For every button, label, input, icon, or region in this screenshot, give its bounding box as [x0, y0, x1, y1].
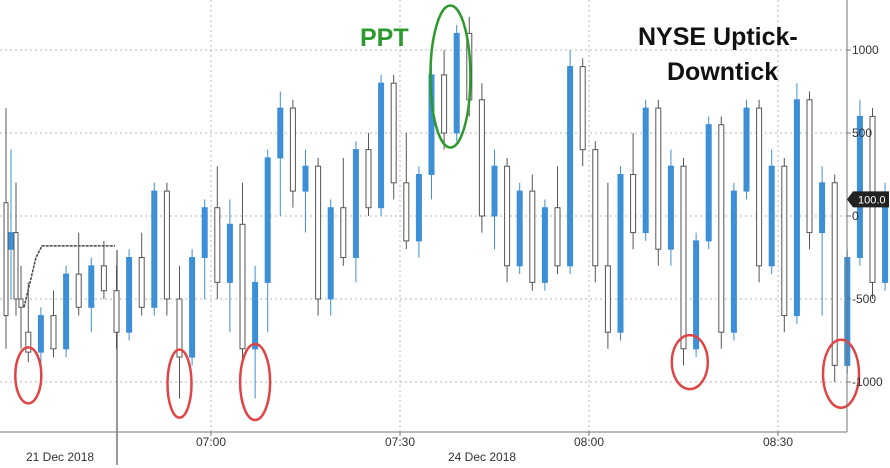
candle-body-9 [138, 257, 145, 308]
candle-body-13 [189, 257, 196, 358]
last-value-badge: 100.0 [847, 191, 889, 208]
candle-body-48 [630, 174, 637, 234]
candle-body-11 [163, 190, 170, 300]
candle-body-50 [655, 107, 662, 250]
chart-title-line-2: Downtick [667, 58, 778, 86]
day1-session-layer [3, 108, 115, 349]
candle-body-44 [579, 66, 586, 151]
highlight-circle-3 [670, 333, 710, 391]
candle-body-30 [403, 182, 410, 242]
candle-body-27 [365, 149, 372, 209]
candle-body-57 [743, 107, 750, 192]
candle-body-59 [768, 165, 775, 267]
candle-body-56 [730, 190, 737, 333]
highlight-circle-4 [821, 338, 861, 409]
candle-body-45 [592, 149, 599, 267]
y-tick-label-0: 1000 [852, 43, 879, 57]
candle-body-7 [113, 290, 120, 333]
candle-body-40 [529, 190, 536, 283]
day1-body-0 [3, 202, 9, 317]
candle-body-33 [441, 74, 448, 134]
candle-body-53 [693, 240, 700, 350]
candle-body-24 [327, 207, 334, 300]
candle-body-52 [680, 165, 687, 350]
last-value-badge-shape [847, 191, 889, 208]
highlight-circles [14, 4, 861, 422]
candle-body-41 [541, 207, 548, 283]
candle-body-25 [340, 207, 347, 258]
candle-body-23 [315, 165, 322, 300]
candle-body-54 [705, 124, 712, 242]
candle-body-49 [642, 107, 649, 234]
date-label-21-dec: 21 Dec 2018 [26, 450, 94, 464]
candle-body-51 [667, 165, 674, 250]
candle-body-31 [415, 174, 422, 242]
day1-body-1 [8, 232, 14, 250]
y-tick-label-3: -500 [852, 292, 876, 306]
candle-body-1 [37, 315, 44, 353]
x-tick-label-2: 08:00 [574, 435, 604, 449]
candle-body-36 [478, 99, 485, 217]
candle-body-21 [289, 107, 296, 192]
y-tick-label-1: 500 [852, 126, 872, 140]
candle-body-34 [453, 32, 460, 134]
candle-body-62 [806, 99, 813, 234]
candle-body-18 [252, 281, 259, 350]
x-tick-label-1: 07:30 [385, 435, 415, 449]
candle-body-17 [239, 223, 246, 350]
candle-body-0 [25, 331, 32, 353]
date-label-24-dec: 24 Dec 2018 [448, 450, 516, 464]
candle-body-47 [617, 174, 624, 333]
highlight-circle-1 [166, 348, 193, 419]
candle-body-58 [756, 107, 763, 267]
x-tick-label-0: 07:00 [196, 435, 226, 449]
highlight-circle-2 [238, 342, 272, 422]
candle-body-38 [504, 165, 511, 267]
candle-body-63 [819, 182, 826, 234]
day1-body-3 [18, 298, 24, 308]
candle-body-16 [226, 223, 233, 283]
candle-body-64 [831, 182, 838, 366]
y-tick-label-4: -1000 [852, 375, 883, 389]
candle-body-20 [277, 107, 284, 159]
candle-body-8 [126, 257, 133, 333]
candle-body-22 [302, 165, 309, 192]
x-tick-label-3: 08:30 [763, 435, 793, 449]
candle-body-19 [264, 157, 271, 283]
y-tick-label-2: 0 [852, 209, 859, 223]
candle-body-12 [176, 298, 183, 358]
candle-body-29 [390, 82, 397, 184]
day1-body-2 [13, 232, 19, 300]
ppt-annotation: PPT [360, 24, 409, 52]
highlight-circle-7 [429, 4, 472, 149]
candle-body-61 [793, 99, 800, 317]
candle-body-10 [151, 190, 158, 308]
candle-body-68 [882, 198, 889, 283]
candle-body-43 [567, 66, 574, 267]
candle-body-14 [201, 207, 208, 258]
last-value-label: 100.0 [858, 194, 886, 206]
candle-body-6 [100, 265, 107, 292]
chart-title-line-1: NYSE Uptick- [638, 23, 798, 51]
candle-body-5 [88, 265, 95, 308]
y-tick-labels: 1000 500 0 -500 -1000 [847, 43, 883, 389]
candle-body-39 [516, 190, 523, 267]
candle-body-46 [604, 265, 611, 333]
candle-body-15 [214, 207, 221, 283]
candle-body-3 [63, 273, 70, 350]
highlight-circle-0 [14, 346, 43, 405]
candle-body-26 [352, 149, 359, 259]
candle-body-42 [554, 207, 561, 267]
candle-body-4 [75, 273, 82, 308]
candle-body-37 [491, 165, 498, 217]
candle-body-55 [718, 124, 725, 333]
candle-body-66 [856, 115, 863, 259]
candle-body-2 [50, 315, 57, 350]
candle-body-28 [378, 82, 385, 209]
candle-body-60 [781, 165, 788, 317]
